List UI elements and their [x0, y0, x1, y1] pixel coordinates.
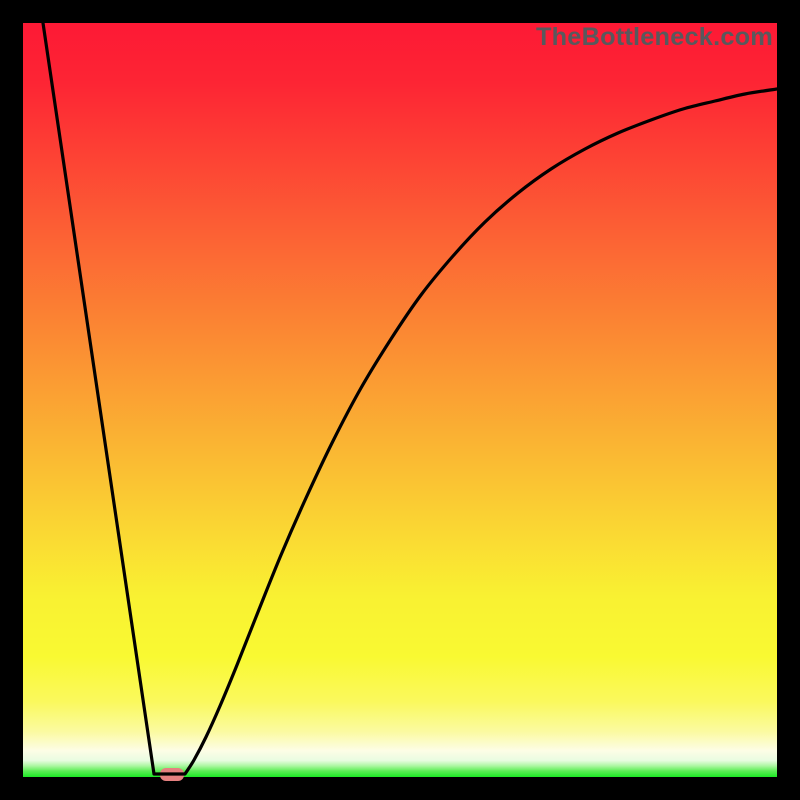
watermark-text: TheBottleneck.com: [536, 23, 773, 52]
frame-border-right: [777, 0, 800, 800]
curve-path: [43, 23, 777, 774]
frame-border-left: [0, 0, 23, 800]
frame-border-bottom: [0, 777, 800, 800]
bottleneck-curve: [23, 23, 777, 777]
frame-border-top: [0, 0, 800, 23]
plot-area: TheBottleneck.com: [23, 23, 777, 777]
chart-container: TheBottleneck.com: [0, 0, 800, 800]
